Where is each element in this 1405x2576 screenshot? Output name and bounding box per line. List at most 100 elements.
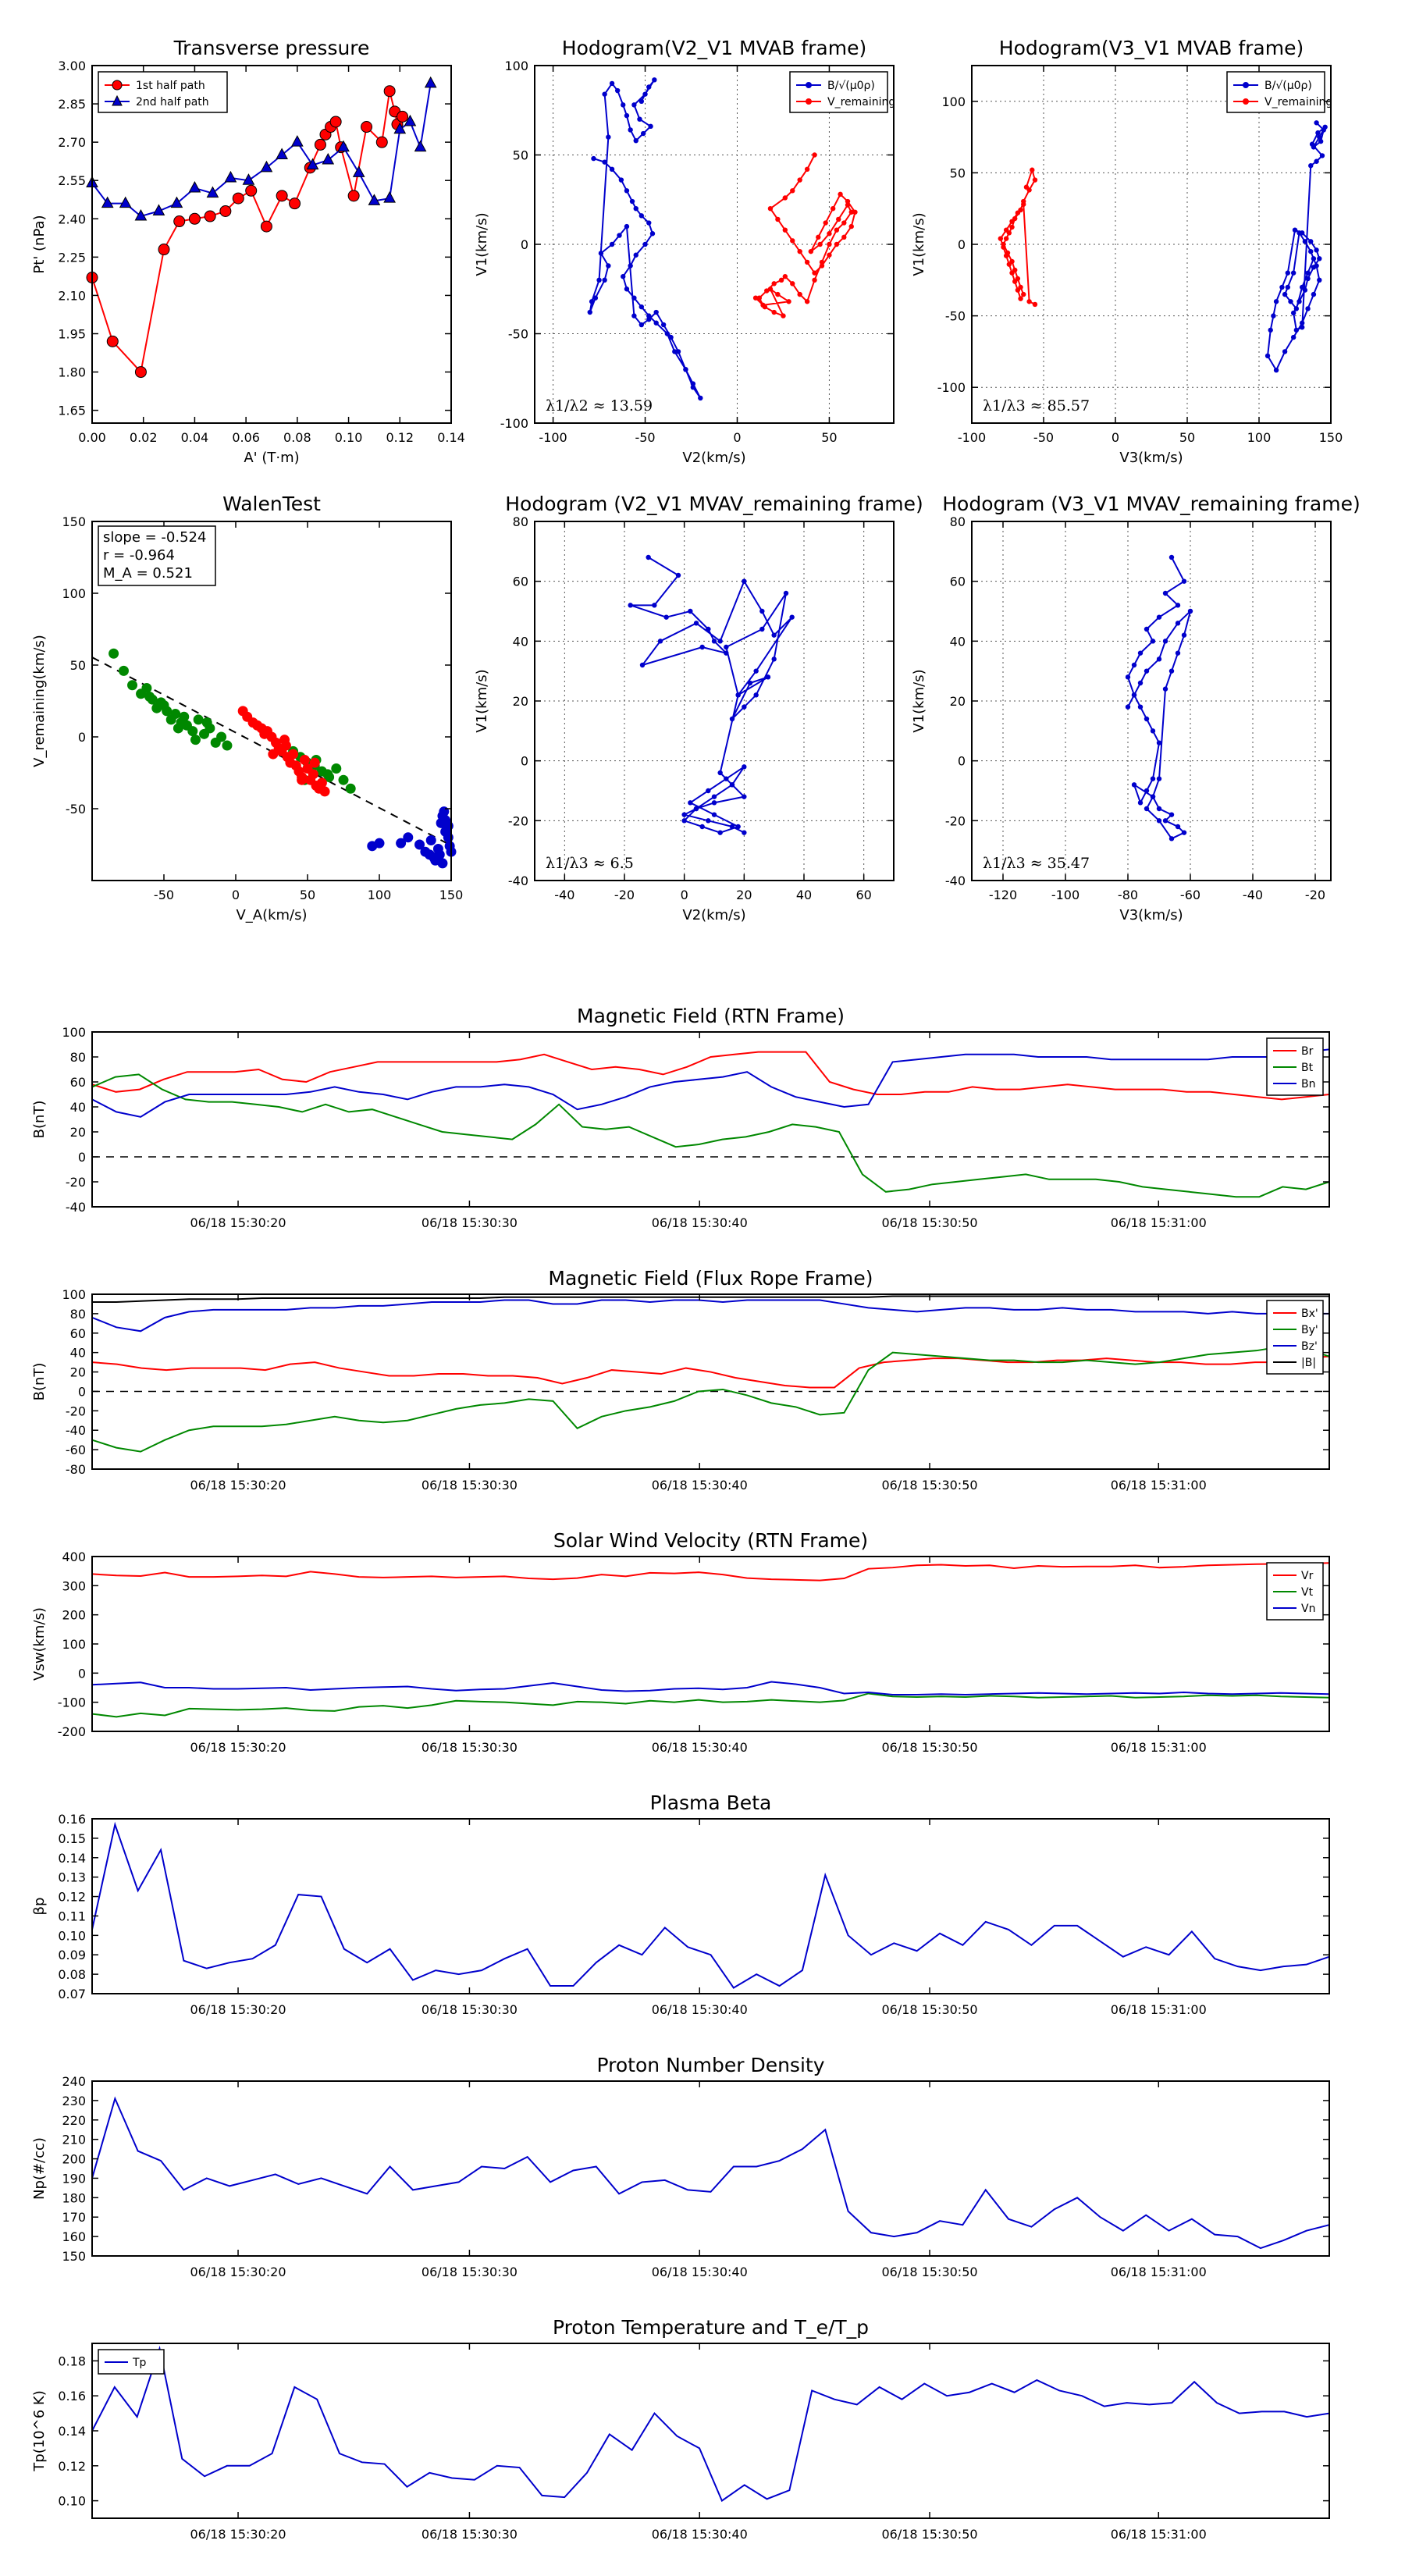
- data-point: [219, 205, 232, 217]
- data-point: [193, 714, 204, 725]
- data-point: [998, 236, 1004, 241]
- data-point: [606, 263, 611, 269]
- data-point: [1131, 692, 1137, 698]
- data-point: [242, 173, 255, 185]
- y-tick-label: -40: [508, 873, 528, 888]
- data-point: [767, 206, 774, 212]
- y-tick-label: 50: [513, 148, 528, 163]
- data-point: [841, 220, 847, 226]
- chart-title: Hodogram (V3_V1 MVAV_remaining frame): [942, 493, 1361, 515]
- y-tick-label: 0.09: [58, 1948, 86, 1962]
- plot-frame: [91, 1293, 1330, 1470]
- x-tick-label: -100: [1051, 888, 1080, 902]
- data-point: [631, 295, 637, 301]
- data-point: [817, 241, 823, 247]
- data-point: [589, 299, 595, 304]
- data-point: [1137, 704, 1144, 710]
- data-point: [368, 194, 381, 205]
- y-tick-label: 40: [70, 1346, 86, 1361]
- data-point: [638, 98, 645, 104]
- data-point: [834, 241, 840, 247]
- x-tick-label: 150: [439, 888, 464, 902]
- x-tick-label: 50: [821, 430, 837, 445]
- data-point: [646, 313, 652, 318]
- data-point: [812, 270, 817, 276]
- data-point: [789, 614, 795, 620]
- data-point: [337, 140, 350, 152]
- x-tick-label: 06/18 15:31:00: [1111, 2527, 1207, 2542]
- legend-label: 2nd half path: [136, 96, 209, 109]
- data-point: [289, 197, 301, 210]
- data-point: [771, 309, 777, 315]
- data-point: [222, 740, 233, 751]
- x-tick-label: 06/18 15:30:30: [422, 2527, 518, 2542]
- data-point: [134, 208, 148, 221]
- data-point: [1175, 824, 1181, 830]
- y-tick-label: 0: [78, 1150, 86, 1165]
- y-tick-label: 0.14: [58, 1851, 86, 1866]
- data-point: [1032, 301, 1038, 308]
- data-point: [1175, 603, 1181, 608]
- y-tick-label: 2.70: [58, 135, 86, 150]
- data-point: [618, 177, 624, 183]
- data-point: [624, 112, 630, 119]
- data-point: [1317, 134, 1322, 140]
- x-tick-label: 06/18 15:30:30: [422, 2265, 518, 2279]
- data-point: [827, 231, 832, 237]
- data-point: [1168, 812, 1175, 817]
- x-tick-label: 06/18 15:30:50: [882, 2527, 978, 2542]
- data-point: [1293, 306, 1300, 311]
- x-axis-label: V_A(km/s): [236, 907, 307, 923]
- data-point: [693, 806, 699, 812]
- data-point: [646, 554, 651, 560]
- stats-line: r = -0.964: [103, 547, 175, 564]
- x-tick-label: -40: [554, 888, 574, 902]
- data-point: [437, 858, 448, 869]
- data-point: [393, 122, 407, 134]
- y-tick-label: 80: [70, 1050, 86, 1065]
- data-point: [782, 274, 788, 279]
- data-point: [756, 295, 762, 301]
- data-point: [319, 786, 330, 797]
- y-tick-label: 0.14: [58, 2424, 86, 2439]
- data-point: [141, 682, 152, 693]
- data-point: [276, 148, 288, 159]
- legend-label: Vn: [1301, 1603, 1315, 1615]
- data-point: [664, 331, 670, 336]
- data-point: [742, 830, 747, 835]
- data-point: [638, 322, 645, 328]
- data-point: [735, 692, 741, 698]
- data-point: [232, 192, 244, 205]
- panel-p9: 06/18 15:30:20 06/18 15:30:30 06/18 15:30:…: [31, 1529, 1330, 1755]
- data-point: [693, 621, 699, 626]
- data-point: [735, 824, 741, 830]
- x-tick-label: 06/18 15:30:20: [190, 2002, 286, 2017]
- data-point: [653, 309, 659, 315]
- legend-label: Tp: [132, 2357, 147, 2369]
- data-point: [759, 608, 765, 614]
- legend-label: V_remaining: [1264, 96, 1332, 109]
- data-point: [1015, 287, 1021, 293]
- panel-p1: 0.00 0.02 0.04 0.06 0.08 0.10 0.12 0.14 1.65 1.80…: [31, 37, 465, 466]
- data-point: [602, 91, 607, 97]
- data-point: [653, 320, 659, 326]
- ratio-annotation: λ1/λ3 ≈ 35.47: [983, 855, 1090, 872]
- x-tick-label: 06/18 15:30:50: [882, 1215, 978, 1230]
- x-tick-label: 06/18 15:30:40: [652, 2002, 748, 2017]
- data-point: [245, 184, 258, 197]
- data-point: [848, 209, 854, 215]
- data-point: [204, 210, 216, 222]
- y-tick-label: 2.40: [58, 212, 86, 226]
- data-point: [742, 764, 747, 770]
- data-point: [1162, 818, 1168, 824]
- data-point: [808, 248, 814, 254]
- data-point: [609, 166, 615, 173]
- y-tick-label: 0.08: [58, 1967, 86, 1982]
- y-tick-label: 60: [513, 575, 528, 589]
- data-point: [432, 844, 443, 855]
- data-point: [690, 385, 696, 390]
- data-point: [642, 91, 648, 97]
- series-line-Np: [91, 2096, 1330, 2250]
- x-tick-label: -20: [1305, 888, 1325, 902]
- data-point: [314, 138, 326, 151]
